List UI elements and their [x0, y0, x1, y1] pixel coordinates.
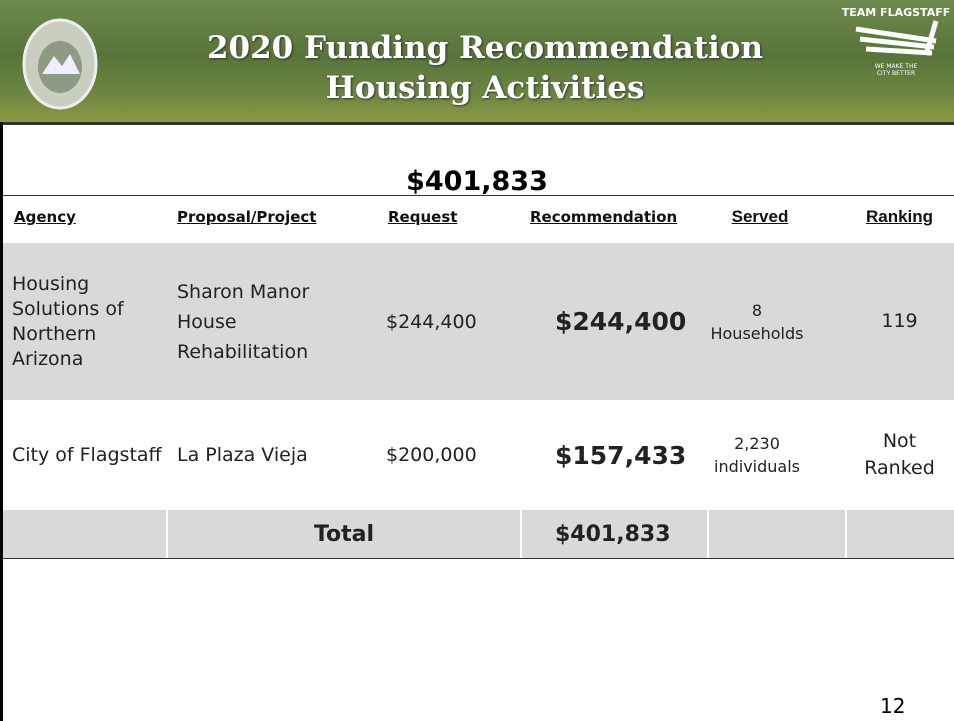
- title-line: 2020 Funding Recommendation: [206, 30, 764, 66]
- ranking-cell: Not Ranked: [845, 400, 954, 510]
- served-cell: 8 Households: [707, 243, 807, 400]
- served-cell: 2,230 individuals: [707, 400, 807, 510]
- column-header: Ranking: [865, 207, 934, 226]
- column-header: Request: [388, 208, 458, 226]
- total-amount: $401,833: [406, 166, 548, 197]
- recommendation-cell: $244,400: [555, 307, 687, 336]
- recommendation-cell: $157,433: [555, 440, 687, 470]
- ranking-cell: 119: [845, 243, 954, 400]
- team-logo: TEAM FLAGSTAFF WE MAKE THE CITY BETTER: [840, 6, 952, 106]
- column-header: Agency: [14, 208, 76, 226]
- row-background: [3, 510, 954, 558]
- request-cell: $244,400: [386, 310, 477, 333]
- separator: [166, 510, 168, 558]
- column-header: Recommendation: [530, 208, 678, 226]
- ranking-line: Not: [882, 430, 917, 452]
- logo-rays: [855, 20, 939, 56]
- header-banner: 2020 Funding Recommendation Housing Acti…: [0, 0, 954, 122]
- separator: [845, 510, 847, 558]
- project-cell: Sharon Manor House Rehabilitation: [177, 280, 310, 363]
- logo-name: TEAM FLAGSTAFF: [841, 6, 951, 19]
- served-line: 8: [751, 300, 763, 320]
- request-cell: $200,000: [386, 444, 477, 466]
- ranking-line: Ranked: [864, 457, 935, 479]
- row-background: [3, 243, 954, 400]
- logo-tagline: CITY BETTER: [876, 70, 916, 77]
- column-header: Served: [731, 207, 789, 226]
- served-line: Households: [710, 323, 804, 343]
- title-line: Housing Activities: [325, 70, 645, 106]
- agency-cell: City of Flagstaff: [12, 443, 162, 466]
- total-label: Total: [313, 521, 375, 547]
- column-header: Proposal/Project: [177, 208, 317, 226]
- page-number: 12: [880, 694, 906, 718]
- rule: [3, 122, 954, 125]
- rule: [3, 558, 954, 559]
- total-value: $401,833: [555, 521, 671, 547]
- ranking-line: 119: [881, 310, 918, 332]
- logo-tagline: WE MAKE THE: [874, 63, 918, 70]
- separator: [707, 510, 709, 558]
- served-line: individuals: [714, 457, 800, 476]
- city-seal: [22, 18, 98, 110]
- left-border: [0, 0, 3, 721]
- served-line: 2,230: [734, 434, 780, 453]
- rule: [3, 195, 954, 196]
- agency-cell: Housing Solutions of Northern Arizona: [12, 272, 124, 370]
- project-cell: La Plaza Vieja: [177, 444, 308, 466]
- separator: [520, 510, 522, 558]
